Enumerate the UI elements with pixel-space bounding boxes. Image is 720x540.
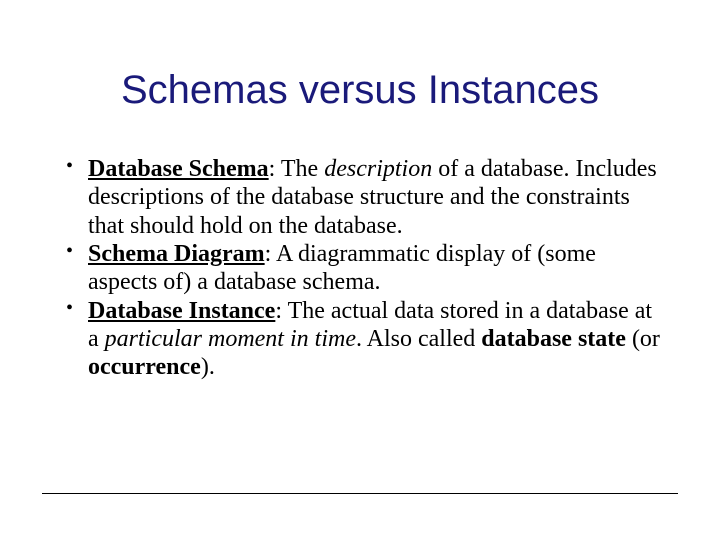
- text-run: Database Instance: [88, 298, 275, 324]
- text-run: ).: [201, 354, 215, 380]
- bullet-list: Database Schema: The description of a da…: [64, 155, 660, 382]
- text-run: description: [324, 156, 432, 182]
- text-run: particular moment in time: [105, 326, 356, 352]
- text-run: . Also called: [356, 326, 481, 352]
- text-run: occurrence: [88, 354, 201, 380]
- slide-body: Database Schema: The description of a da…: [0, 113, 720, 382]
- text-run: : The: [269, 156, 325, 182]
- text-run: database state: [481, 326, 626, 352]
- text-run: Database Schema: [88, 156, 269, 182]
- bullet-item: Database Schema: The description of a da…: [64, 155, 660, 240]
- text-run: (or: [626, 326, 660, 352]
- slide-title: Schemas versus Instances: [0, 0, 720, 113]
- horizontal-rule: [42, 493, 678, 494]
- text-run: Schema Diagram: [88, 241, 265, 267]
- bullet-item: Schema Diagram: A diagrammatic display o…: [64, 240, 660, 297]
- bullet-item: Database Instance: The actual data store…: [64, 297, 660, 382]
- slide: Schemas versus Instances Database Schema…: [0, 0, 720, 540]
